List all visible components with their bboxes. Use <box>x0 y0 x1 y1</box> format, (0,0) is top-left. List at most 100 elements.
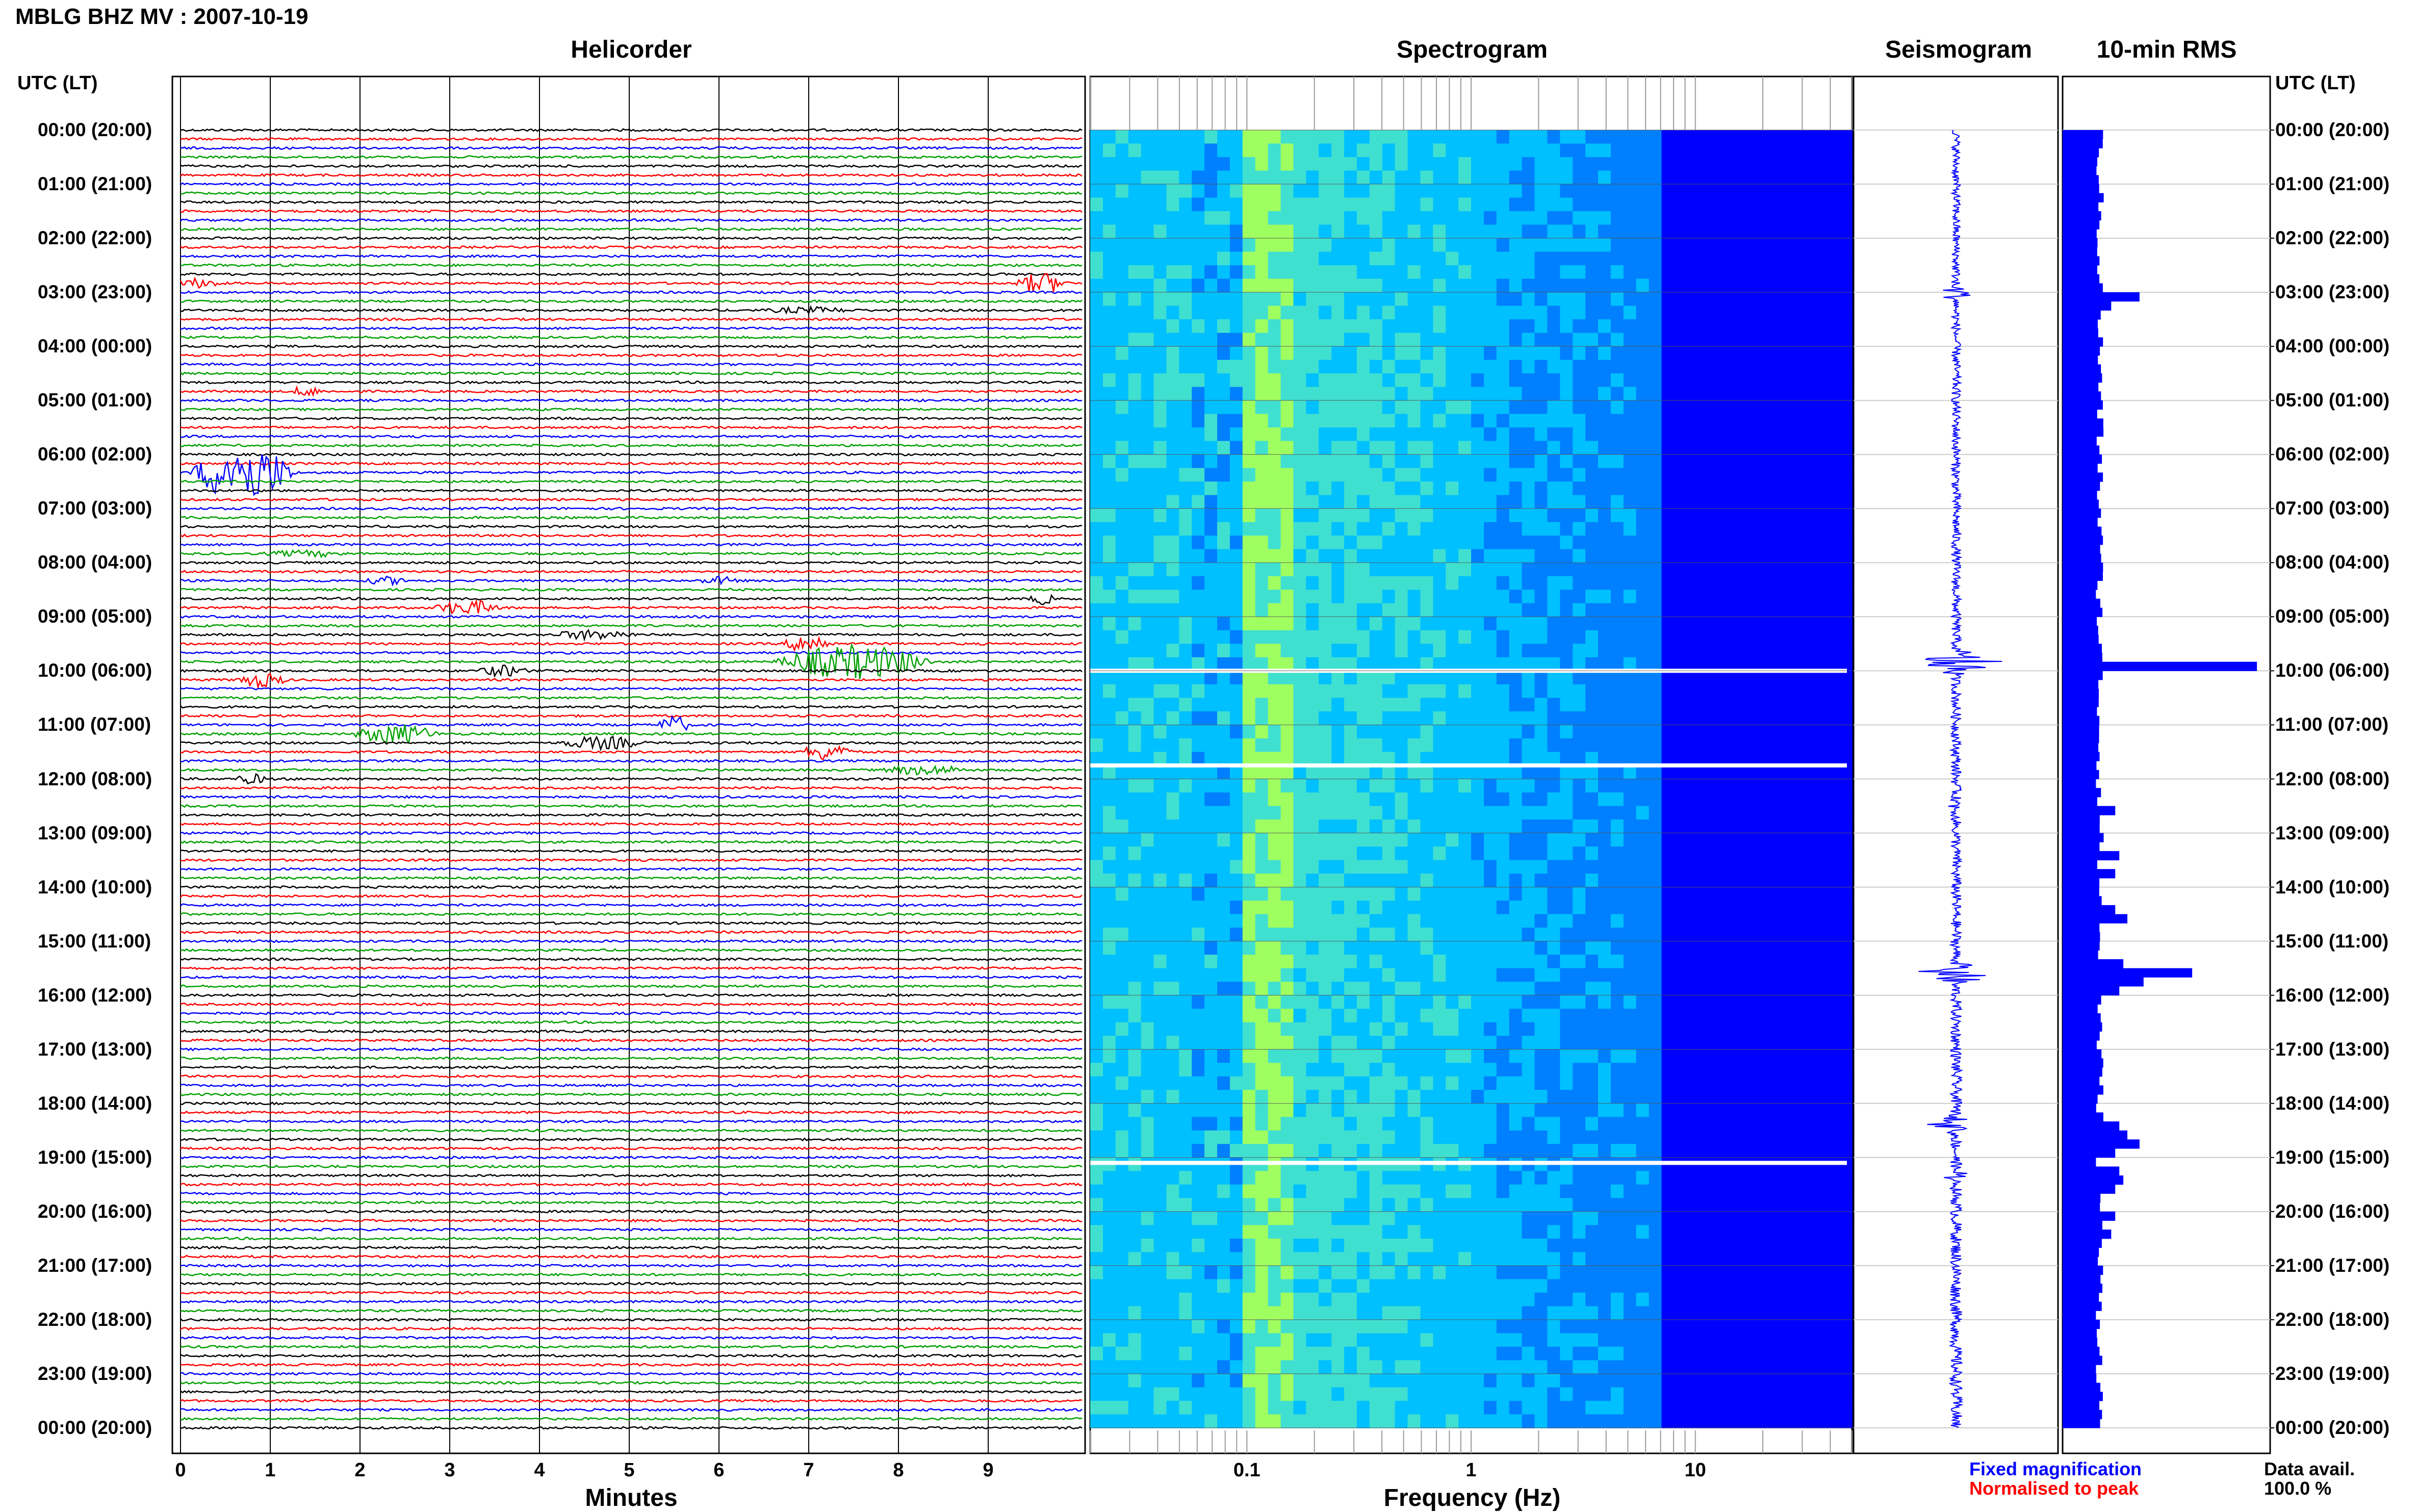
spectrogram-cell <box>1751 765 1764 779</box>
spectrogram-cell <box>1611 157 1624 171</box>
spectrogram-cell <box>1293 725 1306 739</box>
spectrogram-cell <box>1408 847 1421 860</box>
spectrogram-cell <box>1522 495 1535 509</box>
spectrogram-cell <box>1357 225 1370 239</box>
spectrogram-cell <box>1141 982 1154 995</box>
spectrogram-cell <box>1763 387 1777 401</box>
spectrogram-cell <box>1725 698 1738 711</box>
spectrogram-cell <box>1497 414 1510 428</box>
spectrogram-cell <box>1204 819 1218 833</box>
spectrogram-cell <box>1712 860 1726 874</box>
spectrogram-cell <box>1255 198 1269 212</box>
spectrogram-cell <box>1433 995 1446 1009</box>
spectrogram-cell <box>1585 157 1599 171</box>
helicorder-trace <box>181 307 1082 314</box>
spectrogram-cell <box>1509 792 1523 806</box>
spectrogram-cell <box>1204 481 1218 495</box>
spectrogram-cell <box>1674 184 1687 198</box>
spectrogram-cell <box>1319 144 1332 158</box>
spectrogram-cell <box>1712 549 1726 563</box>
spectrogram-cell <box>1573 806 1586 820</box>
spectrogram-cell <box>1357 184 1370 198</box>
spectrogram-cell <box>1116 481 1129 495</box>
spectrogram-cell <box>1839 522 1853 536</box>
spectrogram-cell <box>1624 941 1637 955</box>
spectrogram-cell <box>1725 144 1738 158</box>
spectrogram-cell <box>1293 292 1306 306</box>
spectrogram-cell <box>1281 144 1294 158</box>
spectrogram-cell <box>1408 617 1421 630</box>
spectrogram-cell <box>1255 360 1269 374</box>
spectrogram-cell <box>1255 941 1269 955</box>
spectrogram-cell <box>1357 779 1370 793</box>
spectrogram-cell <box>1433 806 1446 820</box>
spectrogram-cell <box>1103 333 1116 347</box>
spectrogram-cell <box>1573 211 1586 225</box>
spectrogram-cell <box>1814 508 1827 522</box>
spectrogram-cell <box>1090 157 1103 171</box>
spectrogram-cell <box>1547 360 1560 374</box>
spectrogram-cell <box>1306 725 1319 739</box>
spectrogram-cell <box>1649 360 1662 374</box>
spectrogram-cell <box>1382 603 1396 617</box>
spectrogram-cell <box>1839 1063 1853 1077</box>
spectrogram-cell <box>1344 995 1357 1009</box>
spectrogram-cell <box>1357 982 1370 995</box>
spectrogram-cell <box>1255 1117 1269 1131</box>
spectrogram-cell <box>1154 171 1167 185</box>
spectrogram-cell <box>1712 630 1726 644</box>
spectrogram-cell <box>1674 603 1687 617</box>
spectrogram-cell <box>1611 549 1624 563</box>
spectrogram-cell <box>1522 1104 1535 1117</box>
spectrogram-cell <box>1598 711 1611 725</box>
spectrogram-cell <box>1535 1022 1548 1036</box>
spectrogram-cell <box>1687 576 1700 590</box>
spectrogram-cell <box>1344 806 1357 820</box>
spectrogram-cell <box>1230 400 1243 414</box>
spectrogram-cell <box>1179 576 1192 590</box>
spectrogram-cell <box>1649 481 1662 495</box>
spectrogram-cell <box>1522 306 1535 320</box>
helicorder-trace <box>181 1174 1082 1176</box>
spectrogram-cell <box>1636 1049 1650 1063</box>
spectrogram-cell <box>1268 144 1281 158</box>
spectrogram-cell <box>1255 279 1269 293</box>
spectrogram-cell <box>1408 427 1421 441</box>
spectrogram-cell <box>1420 346 1433 360</box>
spectrogram-cell <box>1408 1063 1421 1077</box>
spectrogram-cell <box>1433 333 1446 347</box>
spectrogram-cell <box>1230 955 1243 968</box>
spectrogram-cell <box>1636 414 1650 428</box>
spectrogram-cell <box>1179 1063 1192 1077</box>
spectrogram-cell <box>1192 130 1205 144</box>
helicorder-trace <box>181 246 1082 248</box>
spectrogram-cell <box>1306 562 1319 576</box>
spectrogram-cell <box>1103 265 1116 279</box>
spectrogram-cell <box>1255 576 1269 590</box>
spectrogram-cell <box>1370 522 1383 536</box>
spectrogram-cell <box>1154 887 1167 901</box>
spectrogram-cell <box>1408 955 1421 968</box>
spectrogram-cell <box>1751 779 1764 793</box>
spectrogram-cell <box>1408 333 1421 347</box>
spectrogram-cell <box>1243 576 1256 590</box>
spectrogram-cell <box>1116 319 1129 333</box>
spectrogram-cell <box>1776 955 1789 968</box>
spectrogram-cell <box>1179 562 1192 576</box>
spectrogram-cell <box>1179 833 1192 847</box>
spectrogram-cell <box>1700 847 1713 860</box>
spectrogram-cell <box>1700 1185 1713 1198</box>
spectrogram-cell <box>1217 481 1230 495</box>
spectrogram-cell <box>1268 252 1281 266</box>
spectrogram-cell <box>1192 157 1205 171</box>
spectrogram-cell <box>1306 847 1319 860</box>
spectrogram-cell <box>1090 941 1103 955</box>
spectrogram-cell <box>1484 225 1497 239</box>
spectrogram-cell <box>1243 319 1256 333</box>
spectrogram-cell <box>1128 481 1142 495</box>
spectrogram-cell <box>1839 982 1853 995</box>
spectrogram-cell <box>1331 333 1345 347</box>
spectrogram-cell <box>1128 819 1142 833</box>
spectrogram-cell <box>1331 982 1345 995</box>
spectrogram-cell <box>1395 306 1408 320</box>
